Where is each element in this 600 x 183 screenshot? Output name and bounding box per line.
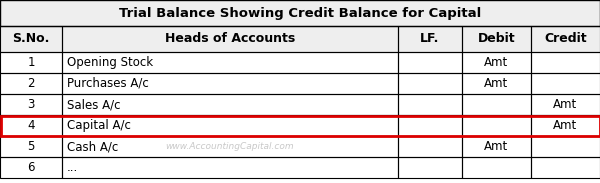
Bar [1,115,599,135]
Bar [398,52,462,73]
Text: Trial Balance Showing Credit Balance for Capital: Trial Balance Showing Credit Balance for… [119,7,481,20]
Bar [462,94,531,115]
Bar [398,115,462,136]
Bar [462,26,531,52]
Bar [0,26,62,52]
Bar [462,26,531,52]
Text: Amt: Amt [553,98,578,111]
Text: Sales A/c: Sales A/c [67,98,121,111]
Bar [62,26,398,52]
Text: 4: 4 [27,119,35,132]
Bar [398,157,462,178]
Bar [462,52,531,73]
Bar [62,26,398,52]
Bar [0,94,62,115]
Text: 1: 1 [27,56,35,69]
Bar [0,0,600,26]
Bar [398,26,462,52]
Bar [0,26,62,52]
Text: 2: 2 [27,77,35,90]
Text: 3: 3 [28,98,35,111]
Bar [0,0,600,26]
Text: Amt: Amt [484,56,509,69]
Bar [462,73,531,94]
Text: Debit: Debit [478,33,515,46]
Bar [62,52,398,73]
Bar [531,52,600,73]
Text: Opening Stock: Opening Stock [67,56,153,69]
Text: Credit: Credit [544,33,587,46]
Text: LF.: LF. [421,33,440,46]
Text: ...: ... [67,161,78,174]
Text: Amt: Amt [484,77,509,90]
Bar [0,52,62,73]
Text: Capital A/c: Capital A/c [67,119,131,132]
Text: 5: 5 [28,140,35,153]
Bar [0,73,62,94]
Text: Cash A/c: Cash A/c [67,140,118,153]
Bar [62,157,398,178]
Bar [62,136,398,157]
Text: 6: 6 [27,161,35,174]
Bar [0,136,62,157]
Bar [398,26,462,52]
Bar [398,73,462,94]
Bar [462,115,531,136]
Bar [0,115,62,136]
Bar [462,136,531,157]
Bar [462,157,531,178]
Bar [62,94,398,115]
Text: S.No.: S.No. [13,33,50,46]
Text: Heads of Accounts: Heads of Accounts [165,33,295,46]
Text: Purchases A/c: Purchases A/c [67,77,149,90]
Bar [531,26,600,52]
Bar [531,73,600,94]
Bar [531,94,600,115]
Text: Amt: Amt [484,140,509,153]
Bar [62,73,398,94]
Text: www.AccountingCapital.com: www.AccountingCapital.com [166,142,295,151]
Bar [398,136,462,157]
Bar [531,136,600,157]
Bar [531,115,600,136]
Text: Amt: Amt [553,119,578,132]
Bar [531,157,600,178]
Bar [398,94,462,115]
Bar [62,115,398,136]
Bar [531,26,600,52]
Bar [0,157,62,178]
